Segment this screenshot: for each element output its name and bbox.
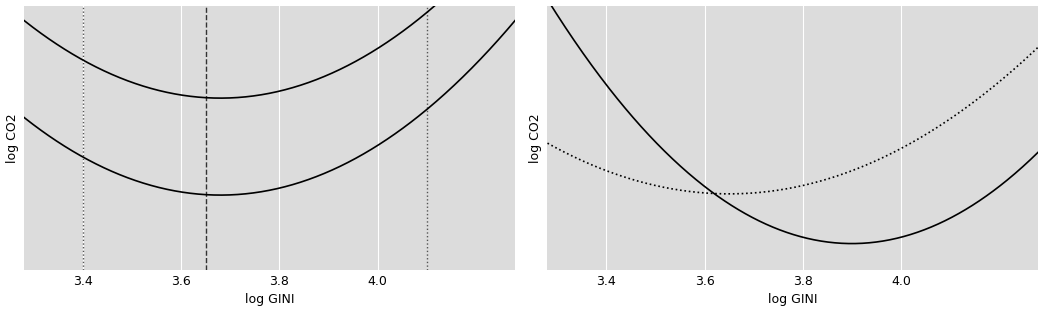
Y-axis label: log CO2: log CO2 (529, 113, 542, 163)
X-axis label: log GINI: log GINI (245, 294, 294, 306)
X-axis label: log GINI: log GINI (768, 294, 817, 306)
Y-axis label: log CO2: log CO2 (5, 113, 19, 163)
